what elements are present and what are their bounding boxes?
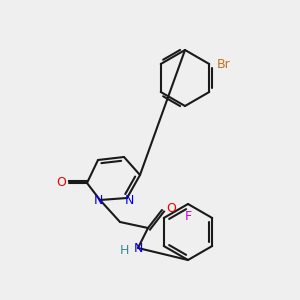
Text: N: N [93,194,103,208]
Text: F: F [184,209,192,223]
Text: H: H [119,244,129,256]
Text: Br: Br [216,58,230,70]
Text: O: O [56,176,66,190]
Text: N: N [133,242,143,254]
Text: N: N [124,194,134,206]
Text: O: O [166,202,176,214]
